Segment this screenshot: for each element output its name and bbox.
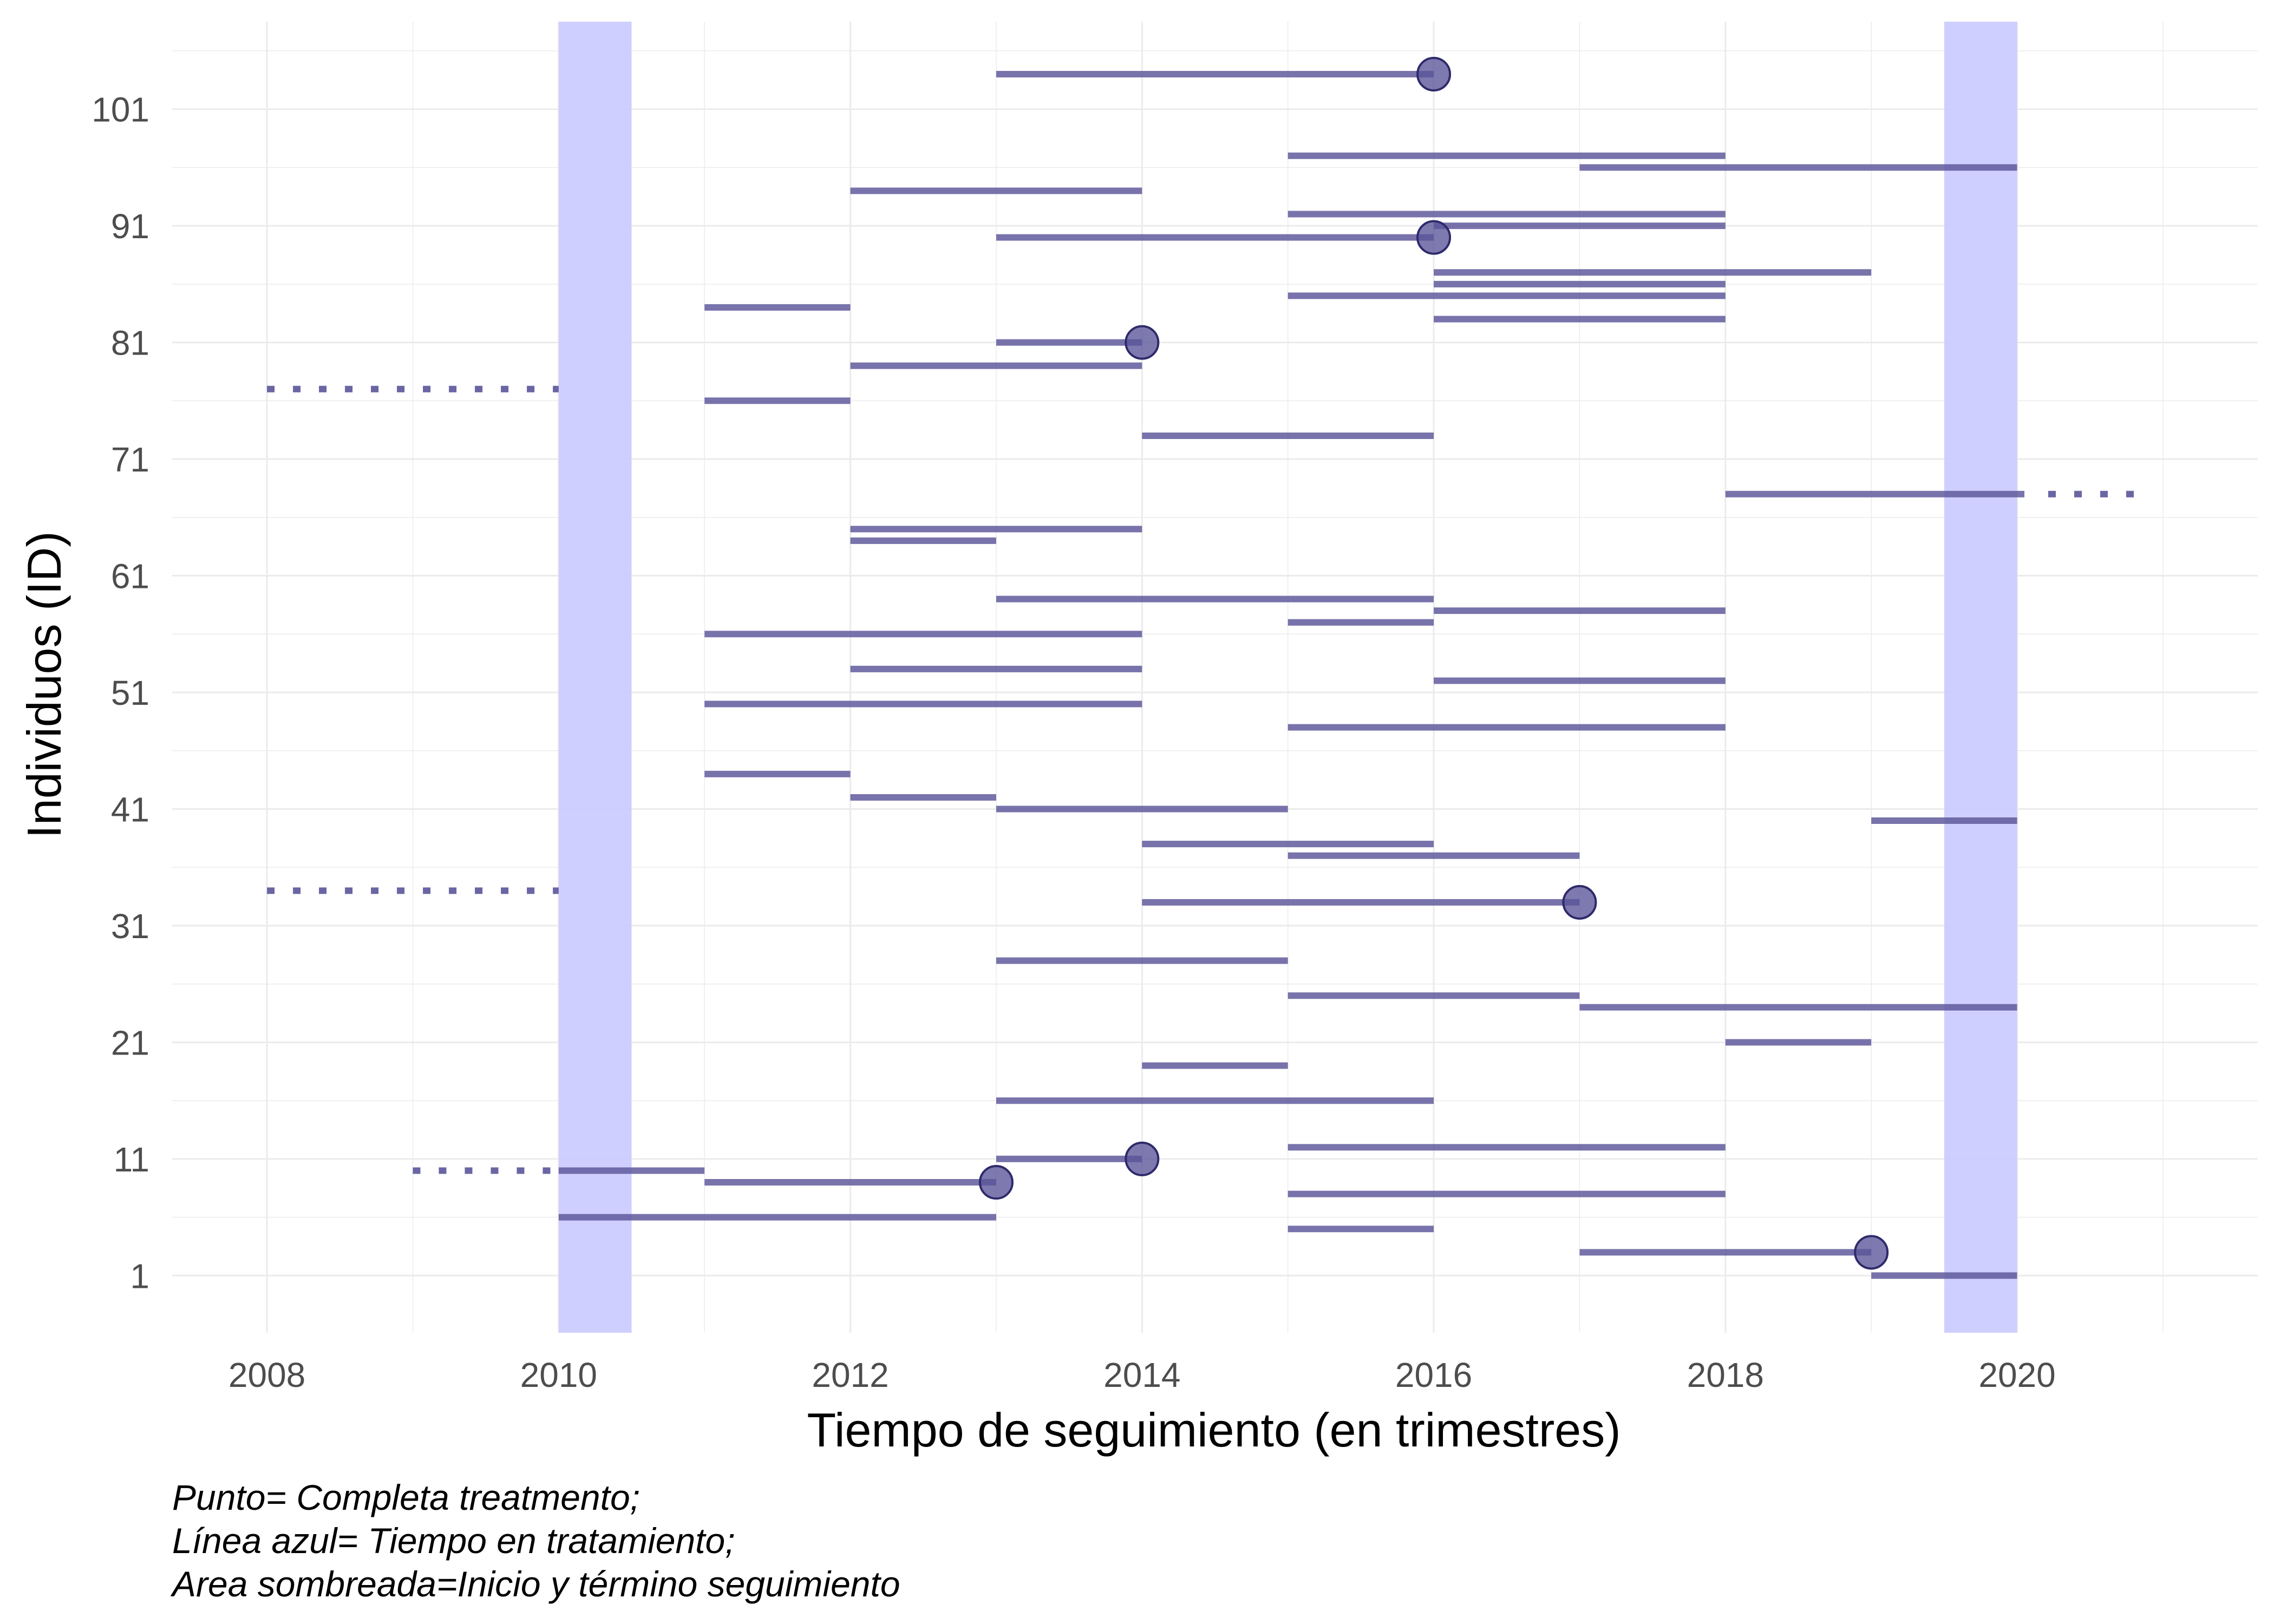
completion-point bbox=[1416, 220, 1452, 255]
shaded-period bbox=[558, 22, 632, 1333]
x-tick-label: 2008 bbox=[228, 1355, 305, 1394]
x-tick-label: 2016 bbox=[1395, 1355, 1472, 1394]
treatment-segments bbox=[267, 70, 2148, 1279]
y-tick-label: 101 bbox=[92, 90, 149, 129]
y-tick-label: 61 bbox=[111, 557, 149, 596]
x-tick-label: 2012 bbox=[812, 1355, 888, 1394]
x-tick-label: 2020 bbox=[1978, 1355, 2055, 1394]
shaded-period bbox=[1944, 22, 2017, 1333]
caption-points: Punto= Completa treatmento; bbox=[172, 1477, 640, 1517]
caption-line: Línea azul= Tiempo en tratamiento; bbox=[172, 1521, 735, 1561]
x-axis-title: Tiempo de seguimiento (en trimestres) bbox=[807, 1403, 1620, 1457]
completion-point bbox=[1125, 1141, 1160, 1176]
completion-points bbox=[978, 56, 1889, 1270]
y-tick-label: 31 bbox=[111, 907, 149, 946]
completion-point bbox=[1125, 325, 1160, 360]
x-tick-label: 2010 bbox=[520, 1355, 597, 1394]
y-tick-label: 1 bbox=[130, 1256, 149, 1295]
y-tick-label: 71 bbox=[111, 440, 149, 479]
y-tick-label: 91 bbox=[111, 207, 149, 246]
x-tick-label: 2014 bbox=[1103, 1355, 1180, 1394]
x-tick-label: 2018 bbox=[1687, 1355, 1764, 1394]
y-axis-title: Individuos (ID) bbox=[17, 531, 71, 838]
grid-lines bbox=[172, 22, 2258, 1333]
completion-point bbox=[978, 1165, 1014, 1200]
shaded-periods bbox=[558, 22, 2017, 1333]
y-tick-label: 41 bbox=[111, 790, 149, 829]
completion-point bbox=[1854, 1235, 1889, 1270]
caption-shaded: Area sombreada=Inicio y término seguimie… bbox=[172, 1564, 900, 1604]
y-tick-label: 81 bbox=[111, 324, 149, 363]
y-tick-label: 11 bbox=[114, 1140, 149, 1179]
x-tick-labels: 2008 2010 2012 2014 2016 2018 2020 bbox=[228, 1355, 2056, 1394]
completion-point bbox=[1416, 56, 1452, 91]
completion-point bbox=[1562, 885, 1597, 920]
y-tick-label: 21 bbox=[111, 1023, 149, 1062]
y-tick-label: 51 bbox=[111, 673, 149, 712]
